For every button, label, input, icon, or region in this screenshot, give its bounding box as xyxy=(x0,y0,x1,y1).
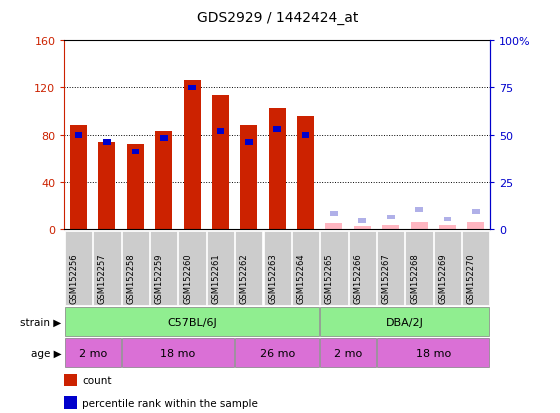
Bar xyxy=(354,227,371,229)
Text: 26 mo: 26 mo xyxy=(260,348,295,358)
Bar xyxy=(127,145,144,229)
Text: GSM152260: GSM152260 xyxy=(183,253,192,304)
Bar xyxy=(103,140,111,146)
Text: GSM152268: GSM152268 xyxy=(410,253,419,304)
Bar xyxy=(269,108,286,229)
Text: percentile rank within the sample: percentile rank within the sample xyxy=(82,398,258,408)
Bar xyxy=(132,149,139,155)
Bar xyxy=(160,136,167,142)
Text: DBA/2J: DBA/2J xyxy=(386,317,424,327)
Bar xyxy=(217,128,225,135)
Text: GSM152270: GSM152270 xyxy=(467,253,476,304)
Bar xyxy=(382,225,399,229)
Bar xyxy=(155,132,172,229)
Text: GSM152266: GSM152266 xyxy=(353,253,362,304)
Text: GSM152258: GSM152258 xyxy=(127,253,136,304)
Text: 2 mo: 2 mo xyxy=(334,348,362,358)
Bar xyxy=(410,222,428,229)
Text: count: count xyxy=(82,375,112,385)
Bar xyxy=(212,95,229,229)
Text: age ▶: age ▶ xyxy=(31,348,62,358)
Bar xyxy=(240,126,258,229)
Bar xyxy=(99,142,115,229)
Bar xyxy=(467,222,484,229)
Bar xyxy=(415,208,423,212)
Bar xyxy=(273,127,281,133)
Text: GSM152265: GSM152265 xyxy=(325,253,334,304)
Text: C57BL/6J: C57BL/6J xyxy=(167,317,217,327)
Bar xyxy=(325,223,343,229)
Text: GSM152263: GSM152263 xyxy=(268,253,277,304)
Text: GSM152267: GSM152267 xyxy=(382,253,391,304)
Text: GSM152256: GSM152256 xyxy=(69,253,78,304)
Bar xyxy=(472,209,480,214)
Text: GSM152257: GSM152257 xyxy=(98,253,107,304)
Text: 2 mo: 2 mo xyxy=(78,348,107,358)
Bar xyxy=(302,132,310,138)
Text: GSM152261: GSM152261 xyxy=(212,253,221,304)
Text: GDS2929 / 1442424_at: GDS2929 / 1442424_at xyxy=(197,11,358,25)
Bar xyxy=(444,217,451,222)
Text: GSM152262: GSM152262 xyxy=(240,253,249,304)
Bar xyxy=(358,219,366,223)
Bar xyxy=(439,225,456,229)
Text: 18 mo: 18 mo xyxy=(160,348,195,358)
Text: GSM152259: GSM152259 xyxy=(155,253,164,304)
Bar xyxy=(188,85,196,91)
Bar xyxy=(245,140,253,146)
Bar xyxy=(297,116,314,229)
Bar xyxy=(330,211,338,216)
Bar xyxy=(184,81,200,229)
Text: strain ▶: strain ▶ xyxy=(20,317,62,327)
Text: GSM152269: GSM152269 xyxy=(438,253,447,304)
Bar xyxy=(387,215,395,220)
Text: GSM152264: GSM152264 xyxy=(297,253,306,304)
Bar xyxy=(74,132,82,138)
Text: 18 mo: 18 mo xyxy=(416,348,451,358)
Bar xyxy=(70,126,87,229)
